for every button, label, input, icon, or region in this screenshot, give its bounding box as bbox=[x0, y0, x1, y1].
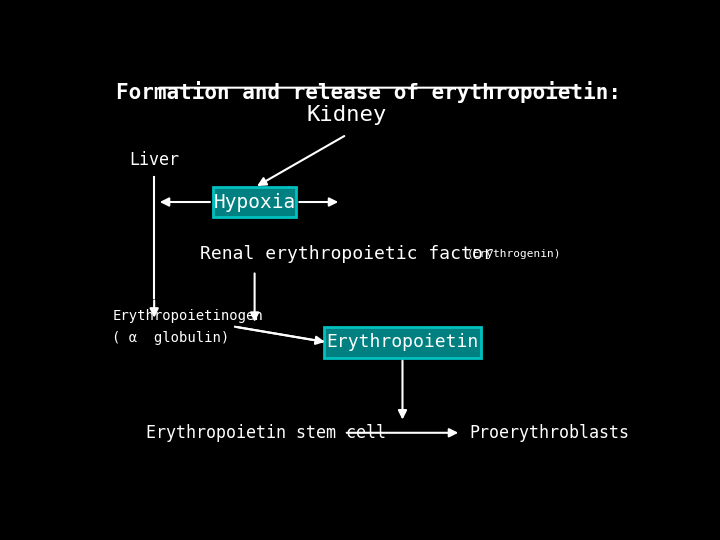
Text: Erythropoietinogen: Erythropoietinogen bbox=[112, 308, 263, 322]
FancyBboxPatch shape bbox=[324, 327, 481, 358]
Text: Erythropoietin stem cell: Erythropoietin stem cell bbox=[145, 424, 386, 442]
FancyBboxPatch shape bbox=[213, 187, 297, 217]
Text: Renal erythropoietic factor: Renal erythropoietic factor bbox=[200, 245, 493, 263]
Text: Kidney: Kidney bbox=[307, 105, 387, 125]
Text: Formation and release of erythropoietin:: Formation and release of erythropoietin: bbox=[117, 82, 621, 104]
Text: ( α  globulin): ( α globulin) bbox=[112, 331, 230, 345]
Text: (Erythrogenin): (Erythrogenin) bbox=[467, 249, 561, 259]
Text: Hypoxia: Hypoxia bbox=[214, 193, 296, 212]
Text: Erythropoietin: Erythropoietin bbox=[326, 333, 479, 352]
Text: Proerythroblasts: Proerythroblasts bbox=[469, 424, 629, 442]
Text: Liver: Liver bbox=[129, 151, 179, 170]
